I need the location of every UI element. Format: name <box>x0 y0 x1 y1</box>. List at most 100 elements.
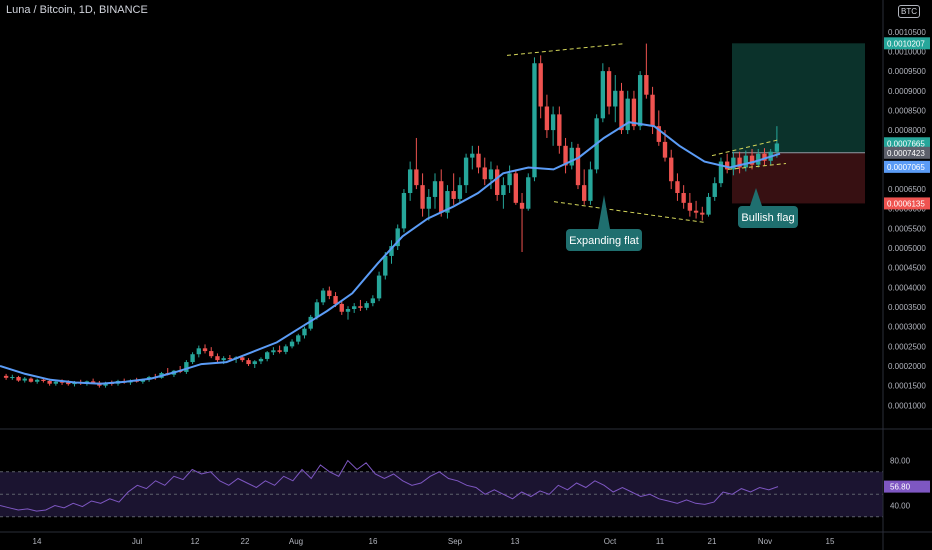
price-tag-label: 0.0007665 <box>887 139 925 148</box>
time-tick-label: 16 <box>369 537 378 546</box>
candle-body <box>314 302 320 317</box>
candle <box>681 185 686 209</box>
candle <box>606 67 612 115</box>
candle <box>358 299 363 311</box>
candle <box>494 165 500 201</box>
price-tick-label: 0.0004000 <box>888 283 926 292</box>
candle-body <box>370 298 376 304</box>
candle-body <box>563 145 568 166</box>
candle <box>538 55 543 119</box>
candle <box>470 145 475 170</box>
candle <box>451 173 456 205</box>
price-tick-label: 0.0005500 <box>888 224 926 233</box>
candle-body <box>432 181 438 197</box>
candle-body <box>476 153 481 168</box>
rsi-line <box>0 459 779 512</box>
candle-body <box>687 202 693 211</box>
price-tick-label: 0.0009000 <box>888 87 926 96</box>
candle <box>22 377 27 383</box>
candle <box>414 137 419 190</box>
candle-body <box>414 169 419 186</box>
candle <box>202 344 208 354</box>
candle <box>190 352 195 365</box>
trendline <box>711 139 779 157</box>
symbol-header: Luna / Bitcoin, 1D, BINANCE <box>6 4 148 16</box>
candle-body <box>700 212 705 215</box>
candle <box>345 306 351 320</box>
currency-badge[interactable]: BTC <box>898 5 920 18</box>
price-tick-label: 0.0001000 <box>888 401 926 410</box>
candle-body <box>501 185 506 195</box>
rsi-tag-bg <box>884 480 930 493</box>
candle-body <box>202 348 208 352</box>
candle-body <box>749 155 755 165</box>
candle <box>352 303 357 313</box>
candle-body <box>445 191 450 213</box>
candle-body <box>619 90 624 131</box>
candle <box>308 314 313 331</box>
candle <box>718 157 724 188</box>
candle-body <box>320 290 326 303</box>
expanding-flat-callout-pointer <box>598 195 610 229</box>
candle-body <box>66 382 71 385</box>
candle-body <box>283 346 289 352</box>
trendline <box>506 43 626 56</box>
candle <box>289 339 295 349</box>
price-tag-bg <box>884 37 930 50</box>
time-tick-label: 11 <box>656 537 665 546</box>
expanding-flat-callout-label: Expanding flat <box>569 235 639 247</box>
price-tag-label: 0.0010207 <box>887 39 925 48</box>
candle <box>296 333 301 345</box>
candle <box>3 373 9 380</box>
candle <box>389 240 394 264</box>
candle-body <box>333 296 338 304</box>
candle-body <box>588 169 593 201</box>
candle-body <box>258 358 264 362</box>
candle-body <box>35 379 40 382</box>
candle <box>184 360 189 374</box>
candle-body <box>252 361 257 365</box>
candle <box>712 177 717 201</box>
target-zone <box>732 43 865 153</box>
candle <box>482 157 487 186</box>
candle-body <box>47 380 52 384</box>
candle <box>258 357 264 365</box>
candle-body <box>420 185 425 209</box>
candle-body <box>724 161 730 170</box>
candle <box>10 374 15 380</box>
candle <box>700 206 705 221</box>
candle-body <box>345 309 351 312</box>
candle-body <box>681 193 686 203</box>
trendline <box>727 163 787 170</box>
candle-body <box>706 196 711 215</box>
candle-body <box>265 352 270 359</box>
candle-body <box>439 181 444 213</box>
price-tag-label: 0.0007423 <box>887 149 925 158</box>
candle-body <box>669 157 674 182</box>
price-tag-bg <box>884 137 930 150</box>
price-tick-label: 0.0010500 <box>888 28 926 37</box>
candle <box>513 169 518 205</box>
candle <box>320 288 326 306</box>
time-tick-label: 15 <box>826 537 835 546</box>
rsi-reference-bands <box>0 471 883 518</box>
candle-body <box>209 351 214 357</box>
candle <box>327 286 332 300</box>
rsi-tick-label: 40.00 <box>890 502 911 511</box>
time-tick-label: Jul <box>132 537 142 546</box>
candle <box>271 347 276 356</box>
candle-body <box>90 381 96 383</box>
candle <box>544 94 550 138</box>
candle <box>619 82 624 135</box>
bullish-flag-callout: Bullish flag <box>738 188 798 228</box>
candle <box>370 295 376 307</box>
time-tick-label: Sep <box>448 537 463 546</box>
price-tag-bg <box>884 197 930 210</box>
time-tick-label: 21 <box>708 537 717 546</box>
price-tick-label: 0.0008000 <box>888 126 926 135</box>
candle-body <box>482 167 487 180</box>
candle <box>637 71 643 131</box>
candle <box>302 326 307 339</box>
